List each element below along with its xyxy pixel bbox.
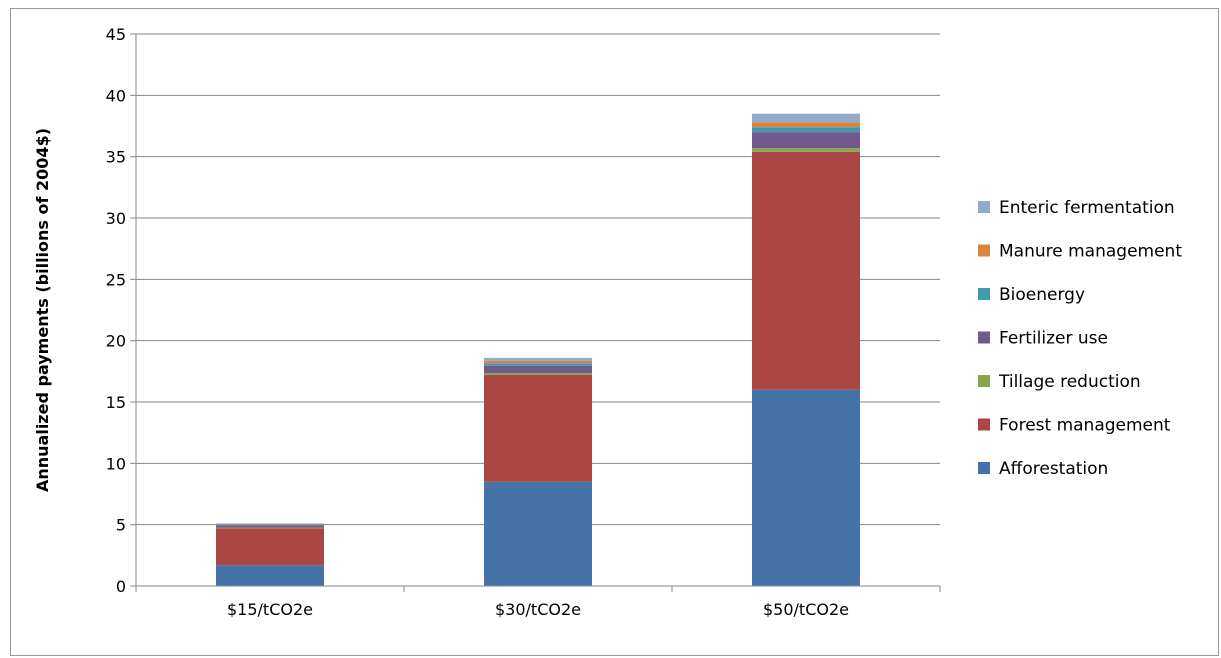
legend-label: Forest management	[999, 416, 1171, 436]
y-tick-label: 10	[106, 454, 126, 473]
y-tick-label: 15	[106, 393, 126, 412]
bars	[216, 113, 860, 586]
bar-segment	[216, 528, 324, 566]
legend-swatch	[978, 201, 990, 213]
bar-segment	[484, 373, 592, 376]
axes	[135, 34, 940, 587]
bar-segment	[752, 151, 860, 390]
legend-label: Enteric fermentation	[999, 198, 1175, 218]
y-tick-label: 20	[106, 332, 126, 351]
y-tick-label: 5	[116, 516, 126, 535]
x-tick-label: $50/tCO2e	[763, 600, 849, 619]
legend-label: Afforestation	[999, 459, 1108, 479]
legend-label: Tillage reduction	[998, 372, 1141, 392]
bar-segment	[752, 148, 860, 152]
y-tick-label: 0	[116, 577, 126, 596]
bar-segment	[752, 127, 860, 133]
legend-swatch	[978, 331, 990, 344]
y-tick-labels: 0 5 10 15 20 25 30 35 40 45	[106, 25, 136, 596]
y-tick-label: 30	[106, 209, 126, 228]
bar-segment	[216, 524, 324, 525]
legend-swatch	[978, 462, 990, 474]
chart-frame	[10, 8, 1219, 656]
legend-label: Bioenergy	[999, 285, 1085, 305]
bar-segment	[216, 523, 324, 525]
bar-segment	[216, 565, 324, 586]
legend-swatch	[978, 375, 990, 387]
x-tick-label: $15/tCO2e	[227, 600, 313, 619]
legend: Enteric fermentation Manure management Bio…	[978, 198, 1182, 479]
y-tick-label: 35	[106, 148, 126, 167]
bar-segment	[484, 360, 592, 364]
legend-label: Manure management	[999, 242, 1182, 262]
legend-swatch	[978, 244, 990, 257]
bar-segment	[752, 389, 860, 586]
bar-segment	[216, 524, 324, 526]
bar-segment	[216, 527, 324, 529]
bar-segment	[484, 363, 592, 366]
legend-label: Fertilizer use	[999, 329, 1108, 349]
x-tick-labels: $15/tCO2e $30/tCO2e $50/tCO2e	[135, 586, 941, 619]
bar-segment	[484, 357, 592, 361]
x-tick-label: $30/tCO2e	[495, 600, 581, 619]
legend-swatch	[978, 418, 990, 431]
bar-segment	[484, 375, 592, 482]
legend-swatch	[978, 288, 990, 300]
y-tick-label: 40	[106, 86, 126, 105]
y-tick-label: 45	[106, 25, 126, 44]
bar-segment	[216, 525, 324, 528]
bar-segment	[484, 365, 592, 374]
bar-segment	[752, 113, 860, 123]
bar-segment	[752, 132, 860, 149]
bar-segment	[752, 122, 860, 128]
y-axis-label: Annualized payments (billions of 2004$)	[33, 128, 52, 492]
y-tick-label: 25	[106, 270, 126, 289]
bar-segment	[484, 481, 592, 586]
